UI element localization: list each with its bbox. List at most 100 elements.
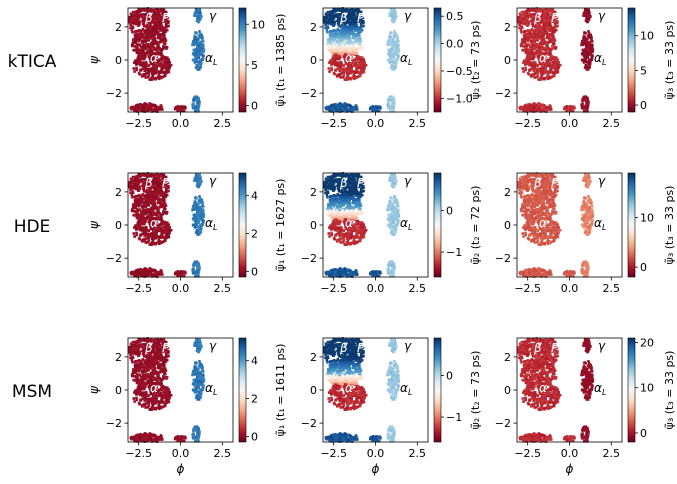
data-point bbox=[145, 216, 149, 220]
data-point bbox=[151, 62, 155, 66]
data-point bbox=[360, 47, 363, 50]
data-point bbox=[163, 202, 167, 205]
data-point bbox=[141, 54, 145, 58]
data-point bbox=[553, 69, 557, 72]
data-point bbox=[535, 44, 538, 47]
data-point bbox=[162, 17, 165, 21]
data-point bbox=[554, 61, 558, 64]
data-point bbox=[161, 38, 165, 41]
data-point bbox=[331, 30, 335, 33]
data-point bbox=[327, 38, 330, 41]
data-point bbox=[151, 208, 154, 212]
data-point bbox=[146, 36, 149, 40]
data-point bbox=[528, 106, 531, 110]
data-point bbox=[137, 39, 141, 43]
data-point bbox=[197, 34, 201, 37]
y-tick-label: 0 bbox=[310, 54, 317, 67]
data-point bbox=[139, 54, 142, 58]
region-label-subscript: L bbox=[408, 58, 412, 67]
data-point bbox=[155, 109, 159, 112]
data-point bbox=[142, 211, 146, 215]
region-label: α bbox=[400, 51, 408, 65]
data-point bbox=[157, 44, 160, 48]
data-point bbox=[341, 75, 345, 79]
region-label: P bbox=[162, 11, 170, 25]
data-point bbox=[144, 229, 148, 233]
data-point bbox=[161, 8, 165, 11]
data-point bbox=[137, 48, 140, 51]
data-point bbox=[338, 74, 342, 78]
data-point bbox=[168, 61, 171, 64]
data-point bbox=[130, 44, 134, 48]
data-point bbox=[588, 15, 591, 18]
data-point bbox=[158, 205, 161, 209]
data-point bbox=[156, 10, 159, 14]
data-point bbox=[163, 37, 167, 40]
data-point bbox=[548, 104, 552, 107]
data-point bbox=[137, 7, 141, 11]
data-point bbox=[152, 69, 156, 73]
data-point bbox=[326, 26, 330, 30]
data-point bbox=[127, 18, 131, 21]
data-point bbox=[140, 13, 143, 16]
data-point bbox=[521, 38, 524, 41]
data-point bbox=[194, 66, 198, 69]
data-point bbox=[354, 104, 358, 107]
data-point bbox=[202, 54, 205, 57]
data-point bbox=[198, 30, 201, 33]
data-point bbox=[159, 241, 163, 245]
data-point bbox=[553, 26, 557, 29]
data-point bbox=[569, 108, 572, 111]
data-point bbox=[156, 192, 160, 196]
data-point bbox=[146, 240, 150, 244]
data-point bbox=[196, 64, 199, 67]
data-point bbox=[550, 54, 554, 58]
data-point bbox=[140, 103, 143, 107]
data-point bbox=[565, 105, 569, 109]
data-point bbox=[155, 19, 159, 22]
data-point bbox=[193, 35, 197, 38]
data-point bbox=[528, 57, 532, 61]
data-point bbox=[161, 28, 164, 31]
data-point bbox=[542, 11, 545, 15]
data-point bbox=[533, 25, 537, 29]
data-point bbox=[139, 271, 142, 275]
data-point bbox=[132, 213, 135, 217]
data-point bbox=[162, 26, 165, 29]
data-point bbox=[137, 55, 141, 58]
region-label: γ bbox=[404, 9, 412, 23]
data-point bbox=[157, 64, 160, 68]
data-point bbox=[159, 53, 163, 57]
data-point bbox=[335, 75, 339, 78]
data-point bbox=[333, 34, 336, 37]
data-point bbox=[142, 17, 145, 21]
data-point bbox=[151, 35, 155, 39]
data-point bbox=[198, 217, 201, 221]
data-point bbox=[197, 17, 201, 20]
data-point bbox=[135, 50, 139, 53]
data-point bbox=[134, 10, 138, 14]
data-point bbox=[201, 38, 204, 42]
data-point bbox=[587, 66, 591, 69]
data-point bbox=[328, 17, 331, 21]
data-point bbox=[131, 30, 134, 34]
data-point bbox=[134, 39, 138, 42]
data-point bbox=[530, 33, 533, 37]
data-point bbox=[386, 58, 390, 62]
data-point bbox=[152, 234, 156, 238]
data-point bbox=[531, 46, 535, 50]
data-point bbox=[334, 57, 338, 61]
data-point bbox=[198, 10, 202, 13]
data-point bbox=[160, 16, 163, 19]
data-point bbox=[143, 239, 147, 243]
data-point bbox=[141, 198, 144, 202]
data-point bbox=[148, 32, 152, 36]
data-point bbox=[335, 39, 339, 43]
data-point bbox=[151, 108, 155, 111]
y-axis-label: ψ bbox=[87, 55, 101, 64]
data-point bbox=[159, 38, 163, 41]
data-point bbox=[526, 48, 529, 51]
data-point bbox=[332, 17, 336, 20]
data-point bbox=[134, 40, 137, 44]
data-point bbox=[151, 200, 155, 204]
